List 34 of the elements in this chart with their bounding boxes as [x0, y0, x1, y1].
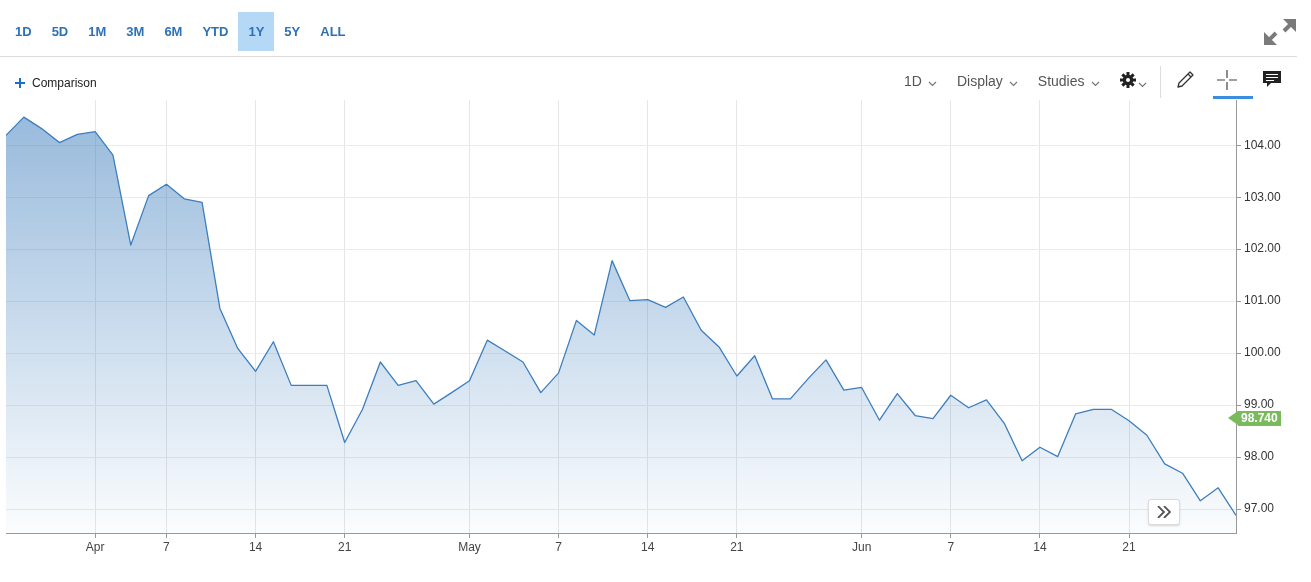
text: 98.740 [1238, 411, 1281, 426]
x-tick-label: 21 [1122, 539, 1137, 554]
text: Studies [1037, 72, 1085, 90]
y-tick-label: 103.00 [1244, 189, 1282, 204]
text: 5Y [283, 23, 302, 41]
text: Comparison [32, 75, 97, 91]
x-tick-label: 14 [641, 539, 655, 554]
y-tick-label: 99.00 [1244, 397, 1275, 412]
text: 1M [87, 23, 108, 41]
x-tick-label: Apr [85, 539, 105, 554]
x-tick-label: 21 [730, 539, 744, 554]
y-tick-label: 100.00 [1244, 345, 1282, 360]
x-tick-label: 14 [1033, 539, 1047, 554]
text: 1Y [238, 12, 275, 51]
y-tick-label: 104.00 [1244, 137, 1282, 152]
text: 1D [14, 23, 33, 41]
x-tick-label: May [458, 539, 481, 554]
y-tick-label: 98.00 [1244, 449, 1275, 464]
text: ALL [319, 23, 347, 41]
text: Display [956, 72, 1003, 90]
text: 3M [125, 23, 146, 41]
y-tick-label: 101.00 [1244, 293, 1282, 308]
x-tick-label: 14 [248, 539, 263, 554]
x-tick-label: 7 [947, 539, 955, 554]
x-tick-label: 7 [163, 539, 171, 554]
x-tick-label: Jun [851, 539, 872, 554]
y-tick-label: 97.00 [1244, 501, 1275, 516]
x-tick-label: 21 [338, 539, 352, 554]
x-tick-label: 7 [555, 539, 563, 554]
y-tick-label: 102.00 [1244, 241, 1282, 256]
text: YTD [201, 23, 230, 41]
text: 5D [50, 23, 70, 41]
text: 6M [163, 23, 184, 41]
text: 1D [904, 72, 922, 90]
